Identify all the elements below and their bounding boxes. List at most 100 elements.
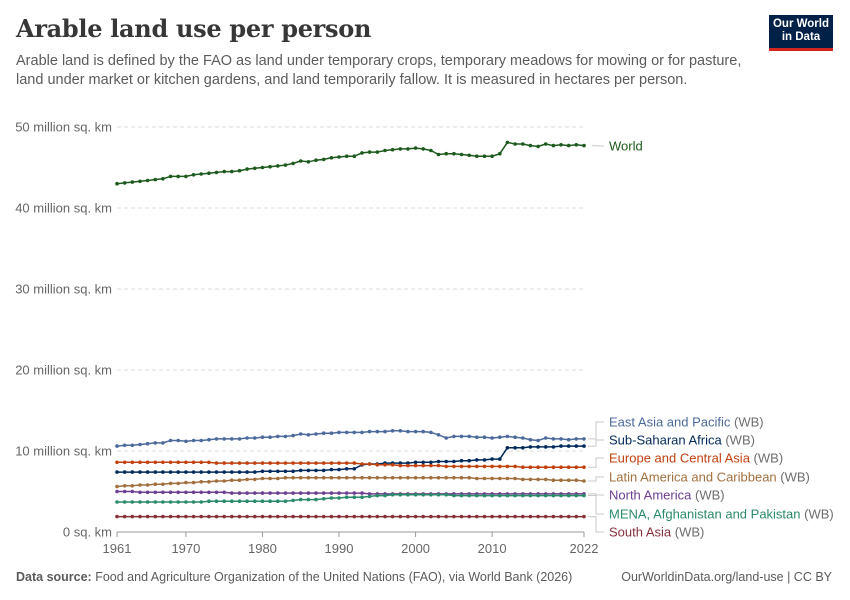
data-point[interactable] — [413, 463, 418, 468]
data-point[interactable] — [513, 435, 517, 440]
data-point[interactable] — [574, 437, 579, 441]
data-point[interactable] — [191, 460, 196, 465]
data-point[interactable] — [199, 172, 203, 176]
data-point[interactable] — [214, 479, 219, 483]
data-point[interactable] — [459, 464, 464, 469]
data-point[interactable] — [314, 432, 318, 436]
data-point[interactable] — [153, 500, 158, 504]
data-point[interactable] — [115, 181, 119, 186]
data-point[interactable] — [298, 514, 303, 519]
data-point[interactable] — [344, 467, 349, 471]
data-point[interactable] — [421, 492, 426, 497]
data-point[interactable] — [559, 437, 563, 441]
data-point[interactable] — [390, 429, 395, 433]
data-point[interactable] — [214, 490, 219, 495]
data-point[interactable] — [191, 438, 196, 443]
data-point[interactable] — [329, 467, 334, 472]
data-point[interactable] — [245, 491, 249, 495]
data-point[interactable] — [291, 469, 295, 474]
data-point[interactable] — [367, 514, 372, 519]
data-point[interactable] — [337, 514, 341, 519]
data-point[interactable] — [337, 496, 341, 500]
data-point[interactable] — [168, 481, 173, 486]
data-point[interactable] — [199, 460, 203, 465]
data-point[interactable] — [329, 514, 334, 519]
data-point[interactable] — [528, 437, 533, 442]
data-point[interactable] — [482, 464, 487, 469]
data-point[interactable] — [122, 470, 127, 474]
data-point[interactable] — [283, 434, 288, 439]
data-point[interactable] — [207, 437, 211, 442]
data-point[interactable] — [321, 468, 326, 473]
data-point[interactable] — [161, 470, 165, 474]
data-point[interactable] — [298, 461, 303, 465]
data-point[interactable] — [161, 177, 165, 181]
data-point[interactable] — [268, 491, 272, 495]
data-point[interactable] — [413, 146, 418, 150]
data-point[interactable] — [306, 475, 311, 480]
data-point[interactable] — [498, 151, 502, 156]
data-point[interactable] — [214, 437, 219, 441]
data-point[interactable] — [130, 514, 135, 519]
data-point[interactable] — [429, 460, 433, 465]
data-point[interactable] — [161, 500, 165, 504]
data-point[interactable] — [482, 435, 487, 440]
data-point[interactable] — [268, 476, 272, 481]
data-point[interactable] — [505, 434, 510, 439]
series-label[interactable]: North America (WB) — [609, 488, 725, 503]
data-point[interactable] — [513, 446, 517, 450]
data-point[interactable] — [321, 475, 326, 480]
data-point[interactable] — [145, 500, 150, 504]
data-point[interactable] — [360, 475, 364, 480]
data-point[interactable] — [298, 432, 303, 436]
data-point[interactable] — [390, 514, 395, 519]
data-point[interactable] — [329, 156, 334, 160]
data-point[interactable] — [352, 475, 357, 480]
data-point[interactable] — [444, 151, 449, 156]
data-point[interactable] — [360, 495, 364, 500]
data-point[interactable] — [329, 475, 334, 480]
data-point[interactable] — [283, 491, 288, 495]
data-point[interactable] — [543, 514, 548, 519]
data-point[interactable] — [291, 161, 295, 166]
data-point[interactable] — [253, 491, 257, 495]
data-point[interactable] — [551, 143, 556, 148]
data-point[interactable] — [276, 461, 280, 465]
data-point[interactable] — [398, 461, 403, 465]
data-point[interactable] — [214, 461, 219, 465]
data-point[interactable] — [344, 495, 349, 500]
data-point[interactable] — [145, 470, 150, 474]
data-point[interactable] — [521, 446, 525, 450]
data-point[interactable] — [230, 499, 234, 504]
data-point[interactable] — [536, 465, 540, 470]
data-point[interactable] — [536, 144, 540, 149]
data-point[interactable] — [436, 152, 441, 157]
data-point[interactable] — [444, 514, 449, 519]
data-point[interactable] — [444, 475, 449, 480]
data-point[interactable] — [398, 147, 403, 151]
data-point[interactable] — [298, 497, 303, 502]
data-point[interactable] — [383, 148, 387, 153]
series-sub-saharan-africa[interactable] — [115, 444, 586, 474]
data-point[interactable] — [268, 435, 272, 440]
data-point[interactable] — [582, 444, 586, 448]
data-point[interactable] — [566, 143, 571, 148]
data-point[interactable] — [482, 458, 487, 462]
data-point[interactable] — [122, 514, 127, 519]
data-point[interactable] — [352, 491, 357, 495]
data-point[interactable] — [184, 439, 188, 444]
data-point[interactable] — [421, 147, 426, 151]
data-point[interactable] — [360, 514, 364, 519]
data-point[interactable] — [237, 478, 242, 483]
data-point[interactable] — [551, 493, 556, 498]
data-point[interactable] — [337, 461, 341, 465]
data-point[interactable] — [436, 475, 441, 480]
data-point[interactable] — [390, 463, 395, 467]
series-label[interactable]: South Asia (WB) — [609, 525, 704, 540]
data-point[interactable] — [482, 476, 487, 481]
data-point[interactable] — [199, 514, 203, 519]
data-point[interactable] — [559, 493, 563, 498]
data-point[interactable] — [505, 140, 510, 145]
data-point[interactable] — [260, 514, 265, 519]
data-point[interactable] — [276, 434, 280, 439]
